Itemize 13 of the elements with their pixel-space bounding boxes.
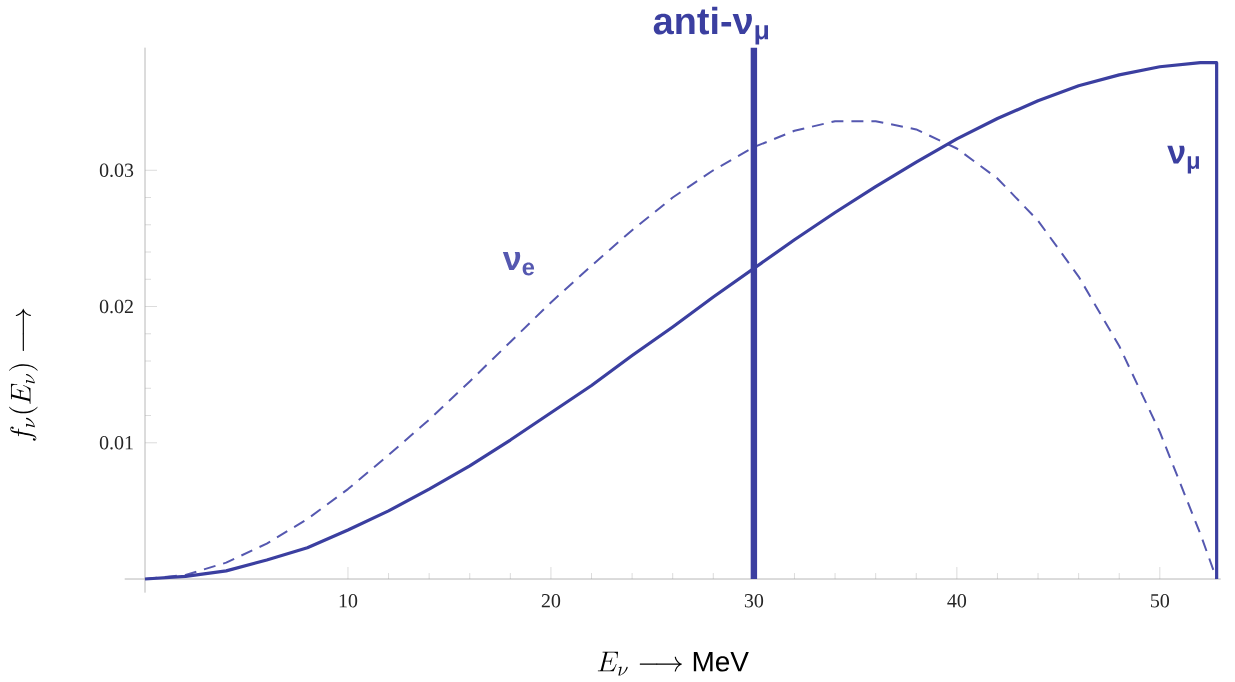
series-label: ν$_{e}$ (502, 251, 535, 276)
x-tick-label: 10 (339, 593, 358, 608)
x-tick-label: 30 (744, 593, 764, 608)
x-tick-label: 40 (947, 593, 967, 608)
series-label: ν$_{μ}$ (1167, 145, 1200, 174)
x-axis-title: $E_\nu \longrightarrow \mathrm{MeV}$ (597, 651, 749, 676)
y-tick-label: 0.01 (99, 435, 133, 450)
ref-line-label: anti-ν$_{μ}$ (653, 6, 769, 45)
y-tick-label: 0.03 (99, 163, 134, 177)
y-tick-label: 0.02 (99, 299, 133, 314)
y-axis-title: $f_\nu(E_\nu) \longrightarrow$ (8, 308, 38, 441)
x-tick-label: 50 (1151, 593, 1170, 608)
x-tick-label: 20 (541, 593, 561, 608)
